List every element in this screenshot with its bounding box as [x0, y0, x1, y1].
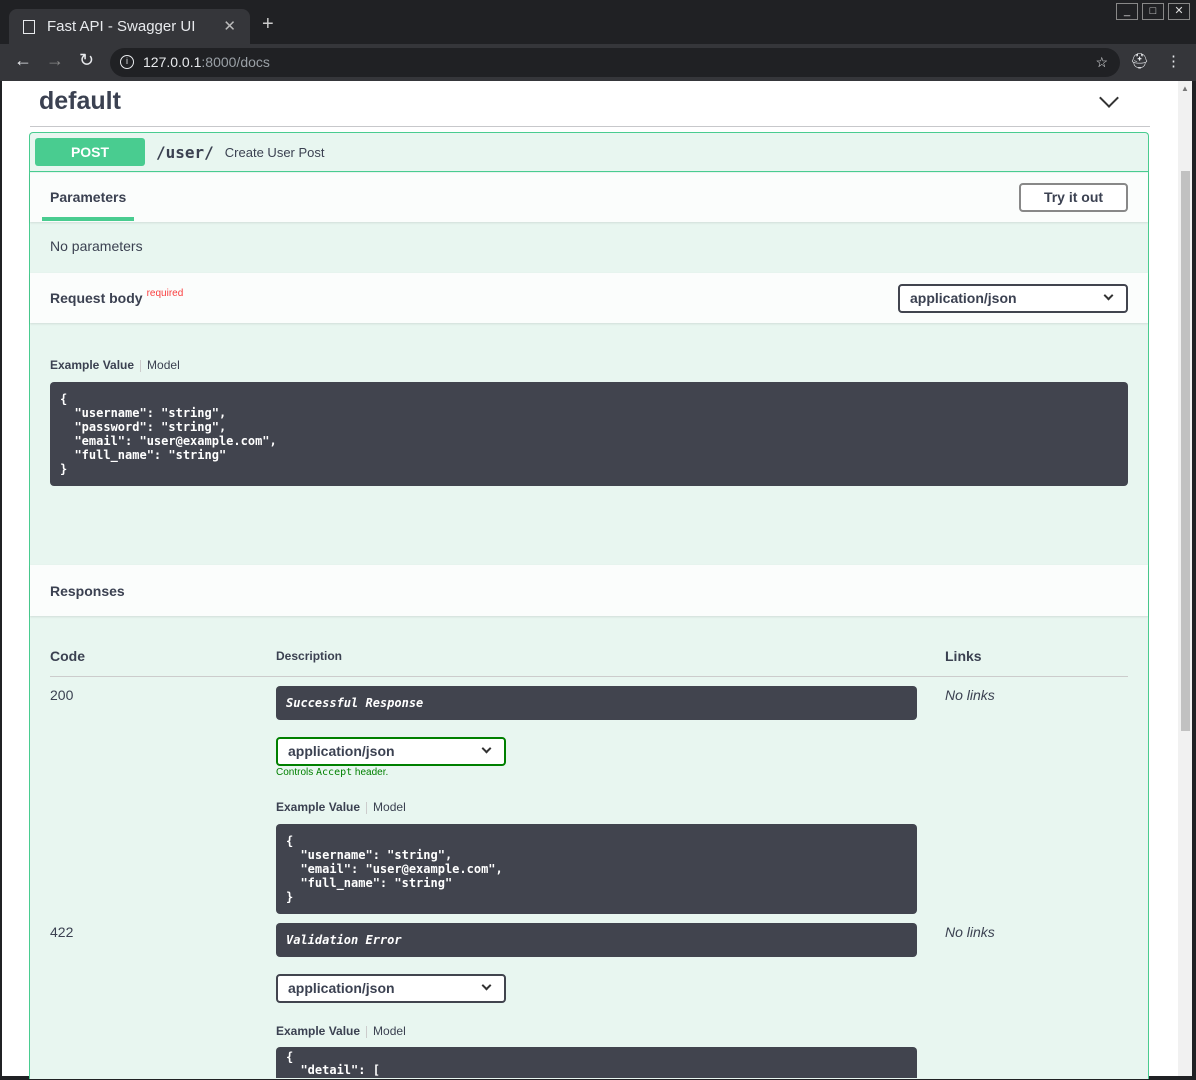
- response-description: Validation Error: [276, 923, 917, 957]
- minimize-button[interactable]: _: [1116, 3, 1138, 20]
- response-content-type-select[interactable]: application/json: [276, 737, 506, 766]
- close-window-button[interactable]: ✕: [1168, 3, 1190, 20]
- operation-summary: Create User Post: [224, 144, 325, 160]
- response-links: No links: [945, 687, 995, 703]
- example-value-tab[interactable]: Example Value: [50, 358, 135, 372]
- model-tab[interactable]: Model: [373, 800, 406, 814]
- model-tab[interactable]: Model: [147, 358, 180, 372]
- response-description: Successful Response: [276, 686, 917, 720]
- example-value-tab[interactable]: Example Value: [276, 1024, 361, 1038]
- response-example-code: { "username": "string", "email": "user@e…: [276, 824, 917, 914]
- page: default POST /user/ Create User Post Par…: [2, 81, 1192, 1079]
- method-badge: POST: [35, 138, 145, 166]
- operation-block: POST /user/ Create User Post Parameters …: [29, 132, 1149, 1079]
- close-tab-icon[interactable]: ✕: [223, 18, 236, 35]
- request-example-code: { "username": "string", "password": "str…: [50, 382, 1128, 486]
- parameters-tab[interactable]: Parameters: [50, 189, 127, 205]
- response-links: No links: [945, 924, 995, 940]
- operation-path: /user/: [156, 142, 214, 162]
- url-host: 127.0.0.1: [143, 54, 202, 70]
- scroll-up-icon[interactable]: ▲: [1181, 84, 1189, 93]
- chevron-down-icon[interactable]: [1099, 88, 1119, 108]
- url-path: :8000/docs: [201, 54, 270, 70]
- address-bar[interactable]: i 127.0.0.1:8000/docs ☆: [110, 48, 1120, 77]
- back-icon[interactable]: ←: [14, 50, 32, 70]
- incognito-icon[interactable]: ⛑: [1130, 53, 1150, 70]
- request-content-type-select[interactable]: application/json: [898, 284, 1128, 313]
- browser-toolbar: ← → ↻ i 127.0.0.1:8000/docs ☆ ⛑ ⋮: [0, 44, 1196, 81]
- col-code: Code: [50, 648, 85, 664]
- parameters-header: Parameters Try it out: [30, 173, 1148, 222]
- section-title[interactable]: default: [39, 87, 121, 115]
- tab-title: Fast API - Swagger UI: [47, 18, 196, 35]
- divider: [50, 676, 1128, 677]
- request-body-header: Request body required application/json: [30, 273, 1148, 323]
- responses-title: Responses: [50, 583, 125, 599]
- page-icon: [23, 19, 35, 34]
- response-example-code: { "detail": [: [276, 1047, 917, 1078]
- response-code: 422: [50, 924, 74, 940]
- example-value-tab[interactable]: Example Value: [276, 800, 361, 814]
- required-label: required: [146, 288, 184, 299]
- reload-icon[interactable]: ↻: [79, 50, 95, 70]
- select-value: application/json: [288, 980, 395, 996]
- select-value: application/json: [910, 290, 1017, 306]
- chevron-down-icon: [1103, 290, 1114, 301]
- responses-header: Responses: [30, 565, 1148, 616]
- chevron-down-icon: [481, 980, 492, 991]
- try-it-out-button[interactable]: Try it out: [1019, 183, 1128, 212]
- active-tab-indicator: [42, 217, 134, 221]
- response-content-type-select[interactable]: application/json: [276, 974, 506, 1003]
- divider: [30, 126, 1150, 127]
- chevron-down-icon: [481, 743, 492, 754]
- bookmark-star-icon[interactable]: ☆: [1095, 54, 1108, 70]
- col-description: Description: [276, 649, 343, 663]
- scrollbar-thumb[interactable]: [1181, 171, 1190, 731]
- model-tab[interactable]: Model: [373, 1024, 406, 1038]
- browser-tab[interactable]: Fast API - Swagger UI ✕: [9, 9, 250, 44]
- info-icon[interactable]: i: [120, 55, 134, 69]
- no-parameters-text: No parameters: [50, 238, 143, 254]
- title-bar: Fast API - Swagger UI ✕ + _ □ ✕: [0, 0, 1196, 44]
- new-tab-button[interactable]: +: [262, 13, 274, 35]
- maximize-button[interactable]: □: [1142, 3, 1164, 20]
- response-code: 200: [50, 687, 74, 703]
- scrollbar[interactable]: ▲: [1178, 81, 1192, 1076]
- menu-icon[interactable]: ⋮: [1166, 53, 1181, 70]
- controls-accept-note: Controls Accept header.: [276, 767, 389, 778]
- forward-icon[interactable]: →: [46, 50, 64, 70]
- col-links: Links: [945, 648, 982, 664]
- select-value: application/json: [288, 743, 395, 759]
- operation-header[interactable]: POST /user/ Create User Post: [30, 133, 1148, 172]
- request-body-title: Request body: [50, 290, 143, 306]
